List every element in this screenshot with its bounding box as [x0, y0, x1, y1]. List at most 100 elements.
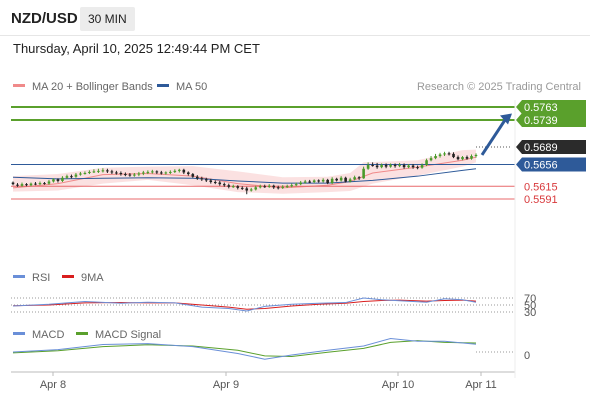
candle-body	[384, 165, 388, 167]
rsi-legend-swatch-1	[62, 275, 74, 278]
candle-body	[263, 186, 267, 188]
candle-body	[470, 156, 473, 159]
candle-body	[137, 173, 141, 175]
candle-body	[101, 170, 105, 172]
rsi-legend-label-1: 9MA	[81, 272, 104, 284]
candle-body	[416, 167, 419, 169]
candle-body	[61, 177, 64, 181]
candle-body	[218, 182, 222, 185]
candle-body	[92, 171, 96, 173]
candle-body	[169, 171, 172, 173]
forecast-arrow	[480, 117, 508, 156]
price-tag-1	[516, 112, 586, 127]
candle-body	[43, 183, 46, 185]
candle-body	[348, 179, 352, 182]
candle-body	[231, 186, 235, 188]
candle-body	[249, 189, 253, 191]
candle-body	[474, 154, 478, 157]
candle-body	[411, 165, 415, 168]
candle-body	[465, 157, 469, 159]
candle-body	[456, 157, 460, 160]
bollinger-band-area	[13, 149, 476, 194]
candle-body	[47, 181, 51, 184]
candle-body	[299, 182, 302, 185]
x-tick-label-2: Apr 10	[382, 379, 414, 391]
candle-body	[119, 173, 123, 175]
candle-body	[380, 165, 383, 168]
x-tick-label-3: Apr 11	[465, 379, 497, 391]
candle-body	[146, 171, 150, 173]
price-tag-0	[516, 100, 586, 114]
candle-body	[70, 176, 73, 178]
macd-zero-label: 0	[524, 350, 530, 362]
candle-body	[461, 157, 464, 160]
candle-body	[182, 169, 186, 173]
timeframe-button[interactable]: 30 MIN	[80, 7, 135, 31]
rsi-level-label-1: 50	[524, 300, 536, 312]
x-tick-label-1: Apr 9	[213, 379, 239, 391]
candle-body	[375, 165, 379, 168]
candle-body	[52, 179, 55, 182]
candle-body	[429, 158, 433, 161]
candle-body	[173, 170, 177, 172]
candle-body	[128, 174, 132, 176]
candle-body	[187, 172, 190, 175]
level-label-5: 0.5591	[524, 194, 558, 206]
rsi-level-label-0: 70	[524, 293, 536, 305]
candle-body	[164, 172, 168, 174]
rsi-legend-label-0: RSI	[32, 272, 50, 284]
candle-body	[56, 179, 60, 181]
candle-body	[366, 165, 370, 169]
header-divider	[0, 35, 590, 36]
forecast-arrowhead	[500, 113, 512, 125]
candle-body	[16, 184, 19, 186]
price-tag-3	[516, 157, 586, 172]
candle-body	[196, 176, 199, 179]
candle-body	[115, 172, 118, 174]
candle-body	[178, 169, 181, 171]
candle-body	[389, 165, 392, 167]
candle-body	[321, 179, 325, 182]
candle-body	[133, 174, 136, 176]
symbol-title: NZD/USD	[11, 10, 78, 27]
ma50-line	[12, 168, 477, 184]
level-label-0: 0.5763	[524, 102, 558, 114]
candle-body	[245, 188, 249, 191]
legend-label-1: MA 50	[176, 81, 207, 93]
macd-signal-line	[12, 340, 477, 358]
candle-body	[294, 184, 298, 186]
legend-swatch-0	[13, 84, 25, 87]
candle-body	[191, 174, 195, 177]
candle-body	[285, 186, 289, 188]
candle-body	[240, 187, 244, 189]
candle-body	[317, 180, 320, 182]
candle-body	[88, 171, 91, 173]
candle-body	[25, 184, 28, 186]
candle-body	[65, 176, 69, 178]
candle-body	[160, 172, 163, 174]
candle-body	[308, 181, 311, 183]
candle-body	[447, 153, 451, 155]
candle-body	[213, 182, 217, 184]
candle-body	[402, 165, 406, 168]
candle-body	[438, 154, 442, 157]
candle-body	[267, 185, 271, 187]
candle-body	[303, 181, 307, 183]
candle-body	[339, 177, 343, 181]
candle-body	[20, 184, 24, 186]
candle-body	[155, 171, 159, 173]
level-label-4: 0.5615	[524, 181, 558, 193]
candle-body	[254, 187, 258, 190]
candle-body	[124, 174, 127, 176]
candle-body	[452, 153, 455, 158]
candle-body	[227, 185, 231, 187]
candle-body	[97, 170, 100, 172]
level-label-3: 0.5656	[524, 160, 558, 172]
macd-legend-swatch-1	[76, 332, 88, 335]
candle-body	[29, 183, 33, 186]
candle-body	[258, 186, 262, 188]
timestamp: Thursday, April 10, 2025 12:49:44 PM CET	[13, 41, 260, 56]
macd-line	[12, 337, 477, 360]
candle-body	[74, 174, 78, 177]
